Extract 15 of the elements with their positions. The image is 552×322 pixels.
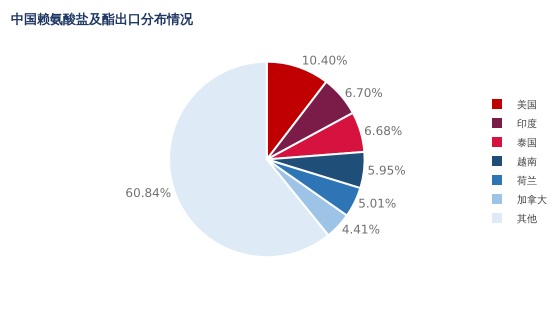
data-label: 5.95% xyxy=(368,163,406,178)
legend-label: 其他 xyxy=(517,212,537,225)
data-label: 6.70% xyxy=(344,86,383,100)
legend-label: 印度 xyxy=(517,118,537,130)
data-label: 10.40% xyxy=(302,54,348,68)
legend-label: 泰国 xyxy=(517,138,537,149)
legend-label: 美国 xyxy=(517,98,537,111)
legend-label: 加拿大 xyxy=(517,194,547,206)
data-label: 60.84% xyxy=(125,186,172,200)
legend-label: 荷兰 xyxy=(517,174,537,187)
data-label: 4.41% xyxy=(342,222,380,236)
data-label: 6.68% xyxy=(364,124,402,138)
data-label: 5.01% xyxy=(358,196,396,211)
legend-label: 越南 xyxy=(517,156,537,168)
chart-title: 中国赖氨酸盐及酯出口分布情况 xyxy=(11,12,194,28)
